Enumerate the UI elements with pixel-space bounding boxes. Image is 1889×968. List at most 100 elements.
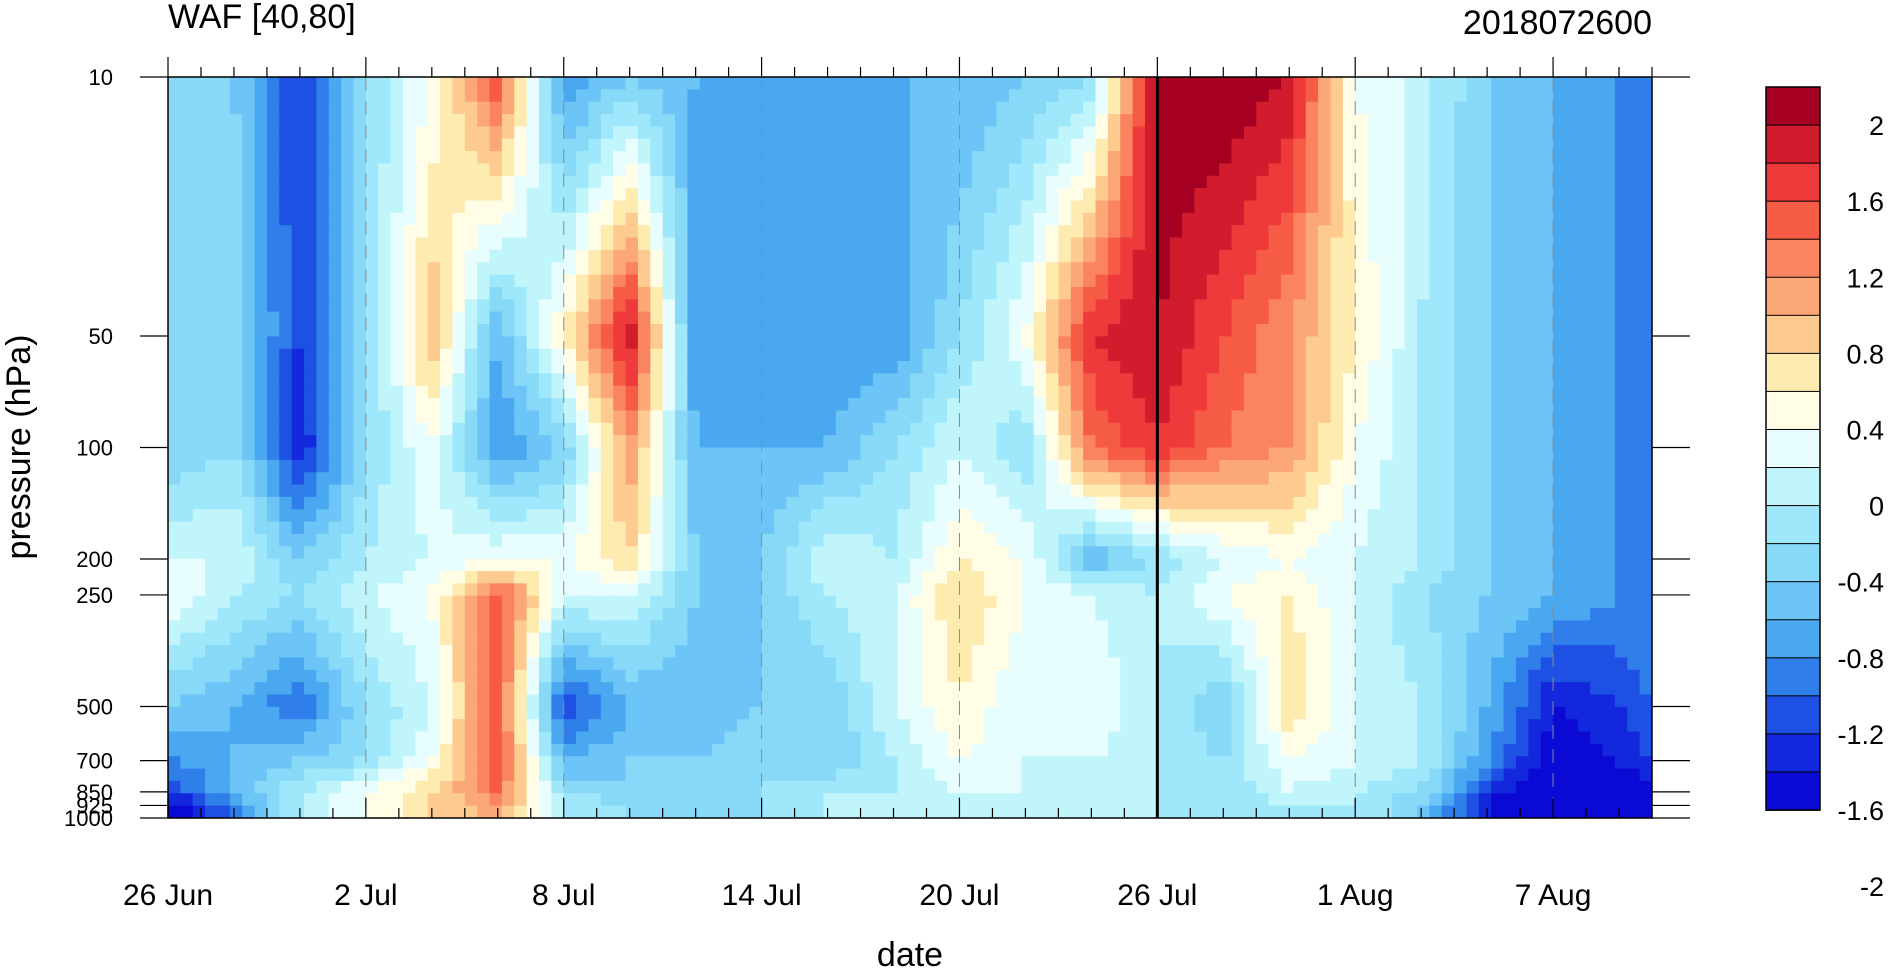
contour-cell	[526, 336, 540, 350]
contour-cell	[427, 225, 441, 239]
contour-cell	[1046, 546, 1059, 560]
contour-cell	[1590, 373, 1604, 387]
contour-cell	[563, 410, 577, 424]
contour-cell	[1355, 398, 1369, 412]
contour-cell	[947, 558, 961, 572]
contour-cell	[514, 496, 528, 510]
contour-cell	[860, 77, 874, 90]
contour-cell	[675, 484, 688, 498]
contour-cell	[291, 77, 305, 90]
contour-cell	[1441, 188, 1455, 202]
contour-cell	[477, 509, 491, 523]
contour-cell	[699, 225, 713, 239]
contour-cell	[205, 101, 219, 115]
contour-cell	[353, 558, 367, 572]
contour-cell	[1503, 472, 1517, 486]
contour-cell	[724, 533, 738, 547]
contour-cell	[1144, 385, 1158, 399]
contour-cell	[489, 286, 503, 300]
contour-cell	[1219, 336, 1233, 350]
contour-cell	[835, 286, 849, 300]
contour-cell	[378, 533, 392, 547]
contour-cell	[1318, 151, 1332, 165]
contour-cell	[1553, 101, 1567, 115]
contour-cell	[687, 459, 701, 473]
contour-cell	[1268, 348, 1282, 362]
contour-cell	[860, 299, 874, 313]
contour-cell	[600, 212, 614, 226]
contour-cell	[984, 546, 998, 560]
contour-cell	[1095, 410, 1109, 424]
contour-cell	[242, 447, 256, 461]
contour-cell	[1528, 286, 1542, 300]
contour-cell	[514, 89, 528, 103]
contour-cell	[415, 447, 429, 461]
contour-cell	[1243, 175, 1257, 189]
contour-cell	[328, 212, 342, 226]
contour-cell	[798, 77, 812, 90]
contour-cell	[440, 237, 454, 251]
contour-cell	[724, 472, 738, 486]
contour-cell	[1132, 249, 1146, 263]
contour-cell	[279, 472, 293, 486]
contour-cell	[798, 447, 812, 461]
contour-cell	[402, 422, 416, 436]
contour-cell	[922, 447, 936, 461]
contour-cell	[1590, 509, 1604, 523]
contour-cell	[266, 151, 280, 165]
contour-cell	[773, 101, 787, 115]
contour-cell	[1206, 459, 1220, 473]
contour-cell	[1614, 138, 1628, 152]
contour-cell	[1614, 435, 1628, 449]
contour-cell	[390, 410, 404, 424]
contour-cell	[823, 101, 837, 115]
contour-cell	[1132, 151, 1146, 165]
contour-cell	[1540, 249, 1554, 263]
contour-cell	[1639, 361, 1652, 374]
contour-cell	[1318, 558, 1332, 572]
contour-cell	[1219, 422, 1233, 436]
contour-cell	[427, 311, 441, 325]
contour-cell	[1132, 546, 1146, 560]
contour-cell	[526, 151, 540, 165]
contour-cell	[786, 398, 800, 412]
contour-cell	[724, 175, 738, 189]
contour-cell	[724, 361, 738, 374]
contour-cell	[637, 509, 651, 523]
contour-cell	[390, 311, 404, 325]
contour-cell	[464, 385, 478, 399]
contour-cell	[563, 237, 577, 251]
contour-cell	[1565, 101, 1579, 115]
contour-cell	[1614, 348, 1628, 362]
contour-cell	[1565, 212, 1579, 226]
contour-cell	[885, 286, 899, 300]
contour-cell	[699, 583, 713, 597]
contour-cell	[934, 237, 948, 251]
contour-cell	[1540, 472, 1554, 486]
contour-cell	[650, 101, 664, 115]
contour-cell	[1182, 249, 1196, 263]
contour-cell	[687, 200, 701, 214]
contour-cell	[353, 262, 367, 276]
contour-cell	[217, 89, 231, 103]
contour-cell	[699, 212, 713, 226]
contour-cell	[736, 311, 750, 325]
contour-cell	[1281, 546, 1294, 560]
contour-cell	[786, 200, 800, 214]
contour-cell	[1478, 151, 1492, 165]
contour-cell	[811, 459, 825, 473]
contour-cell	[971, 336, 985, 350]
contour-cell	[440, 77, 454, 90]
contour-cell	[1342, 435, 1356, 449]
contour-cell	[242, 212, 256, 226]
contour-cell	[1466, 410, 1480, 424]
contour-cell	[1330, 558, 1344, 572]
contour-cell	[353, 114, 367, 127]
contour-cell	[1392, 361, 1406, 374]
contour-cell	[662, 77, 676, 90]
contour-cell	[1293, 225, 1307, 239]
contour-cell	[1095, 163, 1109, 177]
contour-cell	[1182, 237, 1196, 251]
contour-cell	[402, 546, 416, 560]
contour-cell	[427, 484, 441, 498]
